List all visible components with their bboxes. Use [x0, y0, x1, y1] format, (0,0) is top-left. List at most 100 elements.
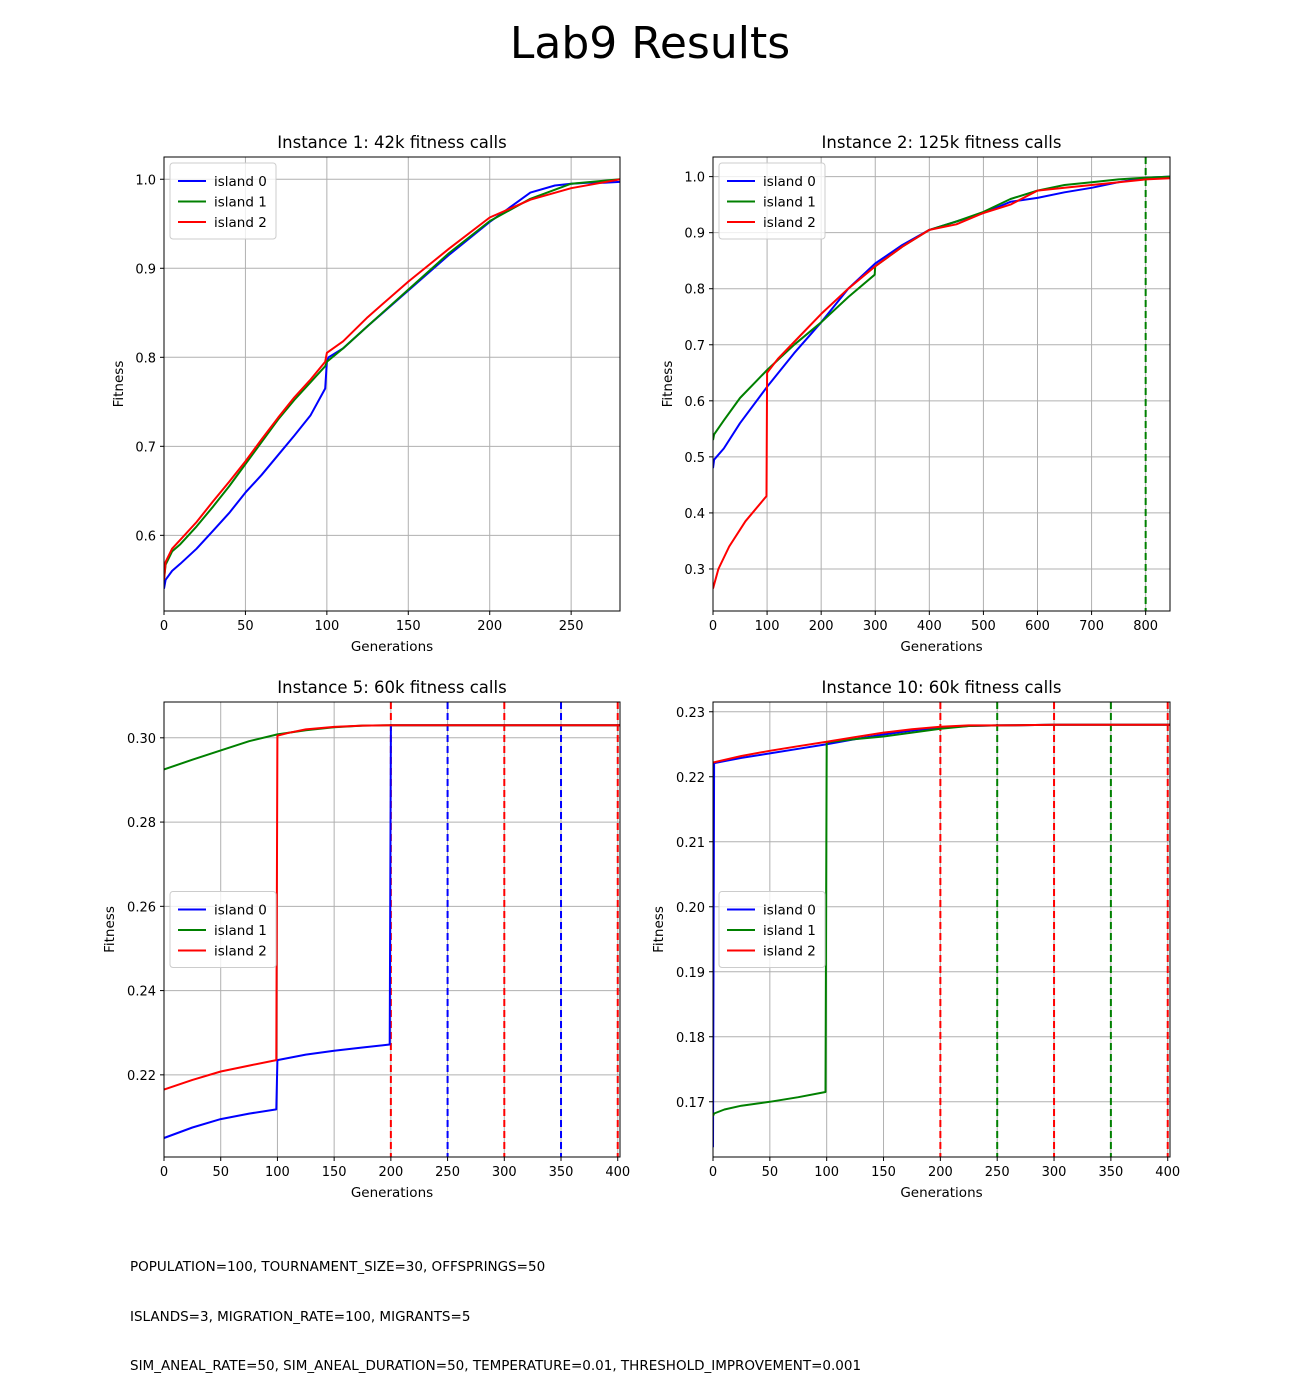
- x-tick-label: 300: [1042, 1165, 1067, 1180]
- x-tick-label: 150: [396, 619, 421, 634]
- y-tick-label: 0.28: [127, 816, 156, 831]
- figure-title: Lab9 Results: [509, 18, 791, 69]
- legend: island 0 island 1 island 2: [718, 162, 826, 240]
- y-axis-label: Fitness: [102, 906, 118, 953]
- series-line-island-1: [164, 724, 620, 771]
- x-tick-label: 400: [1155, 1165, 1180, 1180]
- legend-label: island 2: [214, 944, 267, 960]
- y-tick-label: 0.7: [135, 440, 156, 455]
- y-tick-label: 0.26: [127, 900, 156, 915]
- x-tick-label: 0: [160, 1165, 168, 1180]
- footer-line-3: SIM_ANEAL_RATE=50, SIM_ANEAL_DURATION=50…: [130, 1358, 862, 1374]
- series-line-island-1: [164, 178, 620, 580]
- chart-panel-3: 0 50 100 150 200 250 300 350 400 0.22 0.24 0.26 0.28…: [102, 678, 630, 1201]
- legend: island 0 island 1 island 2: [718, 891, 826, 968]
- x-tick-label: 300: [492, 1165, 517, 1180]
- x-tick-label: 250: [435, 1165, 460, 1180]
- x-tick-label: 100: [755, 619, 780, 634]
- x-tick-label: 0: [709, 1165, 717, 1180]
- y-tick-label: 0.7: [684, 339, 705, 354]
- axes-frame: [712, 156, 1171, 612]
- legend-label: island 1: [214, 195, 267, 211]
- x-tick-label: 150: [871, 1165, 896, 1180]
- y-tick-label: 0.9: [684, 227, 705, 242]
- legend-label: island 0: [214, 174, 267, 190]
- y-tick-label: 0.8: [135, 351, 156, 366]
- chart-title: Instance 2: 125k fitness calls: [822, 133, 1062, 152]
- x-tick-label: 600: [1025, 619, 1050, 634]
- y-tick-label: 0.6: [135, 529, 156, 544]
- y-tick-label: 0.4: [684, 507, 705, 522]
- x-tick-label: 350: [549, 1165, 574, 1180]
- x-tick-label: 500: [971, 619, 996, 634]
- legend-label: island 2: [763, 944, 816, 960]
- x-tick-label: 200: [809, 619, 834, 634]
- y-axis-label: Fitness: [651, 906, 667, 953]
- x-tick-label: 200: [378, 1165, 403, 1180]
- legend-label: island 0: [763, 174, 816, 190]
- legend-label: island 2: [763, 215, 816, 231]
- chart-panel-4: 0 50 100 150 200 250 300 350 400 0.17 0.18 0.19 0.20…: [651, 678, 1180, 1201]
- legend-label: island 1: [763, 923, 816, 939]
- x-tick-label: 100: [314, 619, 339, 634]
- chart-title: Instance 10: 60k fitness calls: [822, 678, 1062, 697]
- x-tick-label: 700: [1079, 619, 1104, 634]
- series-line-island-2: [164, 724, 620, 1091]
- x-tick-label: 350: [1098, 1165, 1123, 1180]
- y-tick-label: 1.0: [135, 173, 156, 188]
- y-tick-label: 0.9: [135, 262, 156, 277]
- axes-frame: [163, 156, 621, 612]
- x-axis-label: Generations: [900, 639, 982, 655]
- x-tick-label: 250: [559, 619, 584, 634]
- axes-frame: [712, 701, 1171, 1158]
- legend-label: island 1: [763, 195, 816, 211]
- x-axis-label: Generations: [351, 639, 433, 655]
- series-line-island-2: [713, 177, 1170, 589]
- x-tick-label: 100: [814, 1165, 839, 1180]
- y-axis-label: Fitness: [111, 361, 127, 408]
- y-axis-label: Fitness: [660, 361, 676, 408]
- series-line-island-0: [164, 180, 620, 589]
- y-tick-label: 0.23: [676, 706, 705, 721]
- y-tick-label: 0.3: [684, 563, 705, 578]
- footer-line-1: POPULATION=100, TOURNAMENT_SIZE=30, OFFS…: [130, 1259, 546, 1275]
- x-tick-label: 50: [762, 1165, 779, 1180]
- y-tick-label: 0.17: [676, 1096, 705, 1111]
- legend: island 0 island 1 island 2: [169, 891, 277, 968]
- y-tick-label: 0.8: [684, 283, 705, 298]
- x-tick-label: 50: [237, 619, 254, 634]
- x-tick-label: 50: [212, 1165, 229, 1180]
- x-axis-label: Generations: [351, 1185, 433, 1201]
- x-tick-label: 100: [265, 1165, 290, 1180]
- legend-label: island 0: [763, 903, 816, 919]
- y-tick-label: 0.22: [127, 1069, 156, 1084]
- series-line-island-2: [713, 723, 1170, 764]
- x-tick-label: 800: [1133, 619, 1158, 634]
- y-tick-label: 0.20: [676, 901, 705, 916]
- y-tick-label: 0.6: [684, 395, 705, 410]
- x-tick-label: 0: [709, 619, 717, 634]
- y-tick-label: 0.21: [676, 836, 705, 851]
- y-tick-label: 0.30: [127, 732, 156, 747]
- x-tick-label: 300: [863, 619, 888, 634]
- x-tick-label: 150: [322, 1165, 347, 1180]
- x-tick-label: 200: [928, 1165, 953, 1180]
- chart-panel-2: 0 100 200 300 400 500 600 700 800 0.3 0.4 0.5 0.6 0.7…: [660, 133, 1171, 655]
- legend-label: island 0: [214, 903, 267, 919]
- x-tick-label: 0: [160, 619, 168, 634]
- x-tick-label: 200: [477, 619, 502, 634]
- y-tick-label: 0.22: [676, 771, 705, 786]
- x-tick-label: 400: [605, 1165, 630, 1180]
- series-line-island-2: [164, 178, 620, 580]
- chart-title: Instance 1: 42k fitness calls: [277, 133, 506, 152]
- x-tick-label: 400: [917, 619, 942, 634]
- chart-title: Instance 5: 60k fitness calls: [277, 678, 506, 697]
- legend-label: island 2: [214, 215, 267, 231]
- x-axis-label: Generations: [900, 1185, 982, 1201]
- y-tick-label: 0.5: [684, 451, 705, 466]
- chart-panel-1: 0 50 100 150 200 250 0.6 0.7 0.8 0.9 1.0 Instance 1…: [111, 133, 621, 655]
- legend-label: island 1: [214, 923, 267, 939]
- x-tick-label: 250: [985, 1165, 1010, 1180]
- footer-line-2: ISLANDS=3, MIGRATION_RATE=100, MIGRANTS=…: [130, 1308, 471, 1325]
- figure-canvas: 0 50 100 150 200 250 0.6 0.7 0.8 0.9 1.0 Instance 1…: [102, 133, 1180, 1201]
